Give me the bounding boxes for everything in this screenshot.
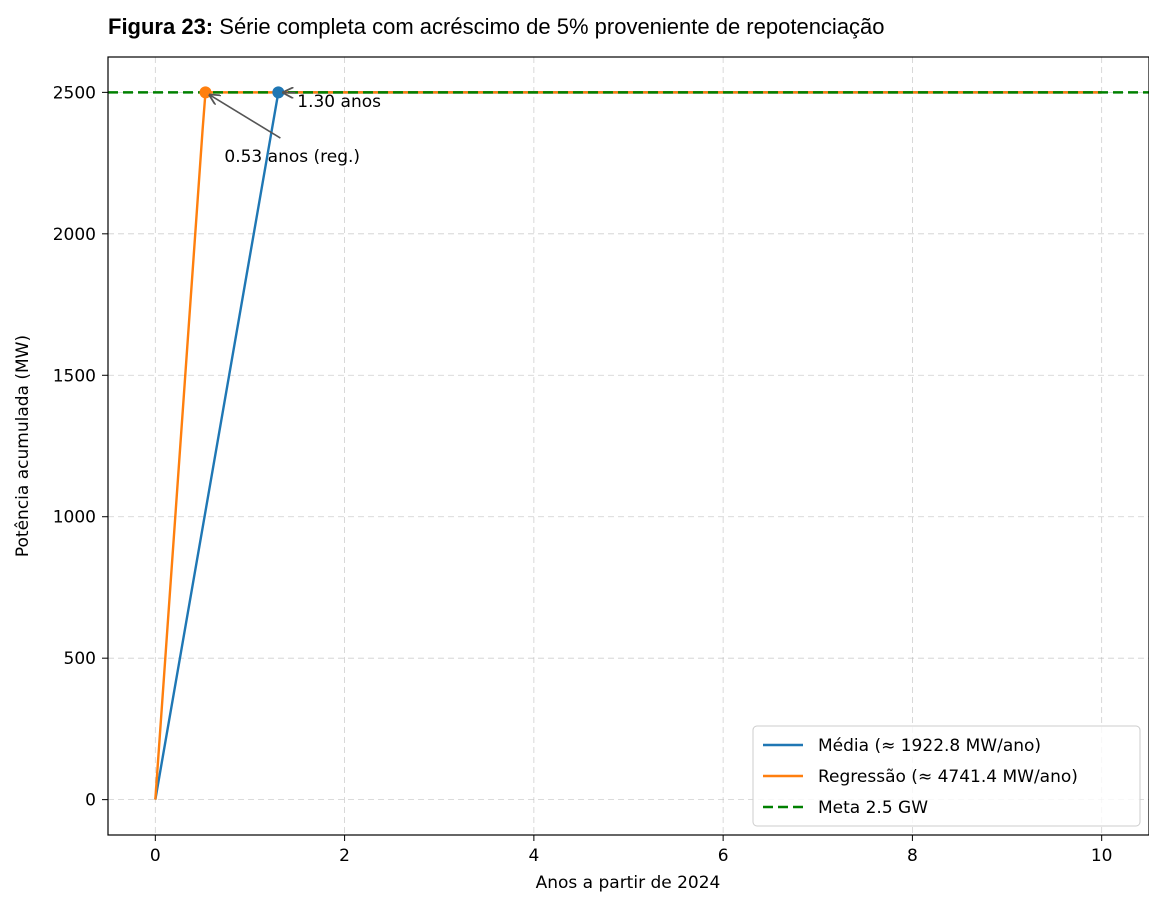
series-lines [108, 91, 1149, 800]
y-tick-label: 2000 [53, 225, 96, 245]
data-marker-1 [199, 86, 212, 99]
x-axis-label: Anos a partir de 2024 [536, 873, 721, 893]
annotation-arrow-1 [210, 95, 281, 139]
x-tick-label: 10 [1091, 846, 1113, 866]
annotation-label-1: 0.53 anos (reg.) [224, 147, 360, 167]
y-tick-label: 0 [85, 791, 96, 811]
y-axis-label: Potência acumulada (MW) [13, 335, 33, 557]
annotation-label-0: 1.30 anos [297, 92, 381, 112]
y-tick-label: 1000 [53, 508, 96, 528]
figure-caption: Série completa com acréscimo de 5% prove… [219, 14, 885, 39]
x-tick-label: 8 [907, 846, 918, 866]
x-tick-label: 2 [339, 846, 350, 866]
y-tick-label: 1500 [53, 366, 96, 386]
data-marker-0 [272, 86, 285, 99]
annotations: 1.30 anos 0.53 anos (reg.) [210, 92, 381, 167]
legend-entry-2: Meta 2.5 GW [818, 798, 928, 818]
series-line-0 [154, 91, 1102, 800]
legend-entry-0: Média (≈ 1922.8 MW/ano) [818, 736, 1041, 756]
figure-title: Figura 23: Série completa com acréscimo … [108, 14, 1108, 40]
x-tick-label: 6 [718, 846, 729, 866]
series-line-1 [154, 91, 1102, 800]
axis-ticks: 0 2 4 6 8 10 0 500 1000 1500 2000 2500 [53, 83, 1113, 866]
x-tick-label: 4 [528, 846, 539, 866]
x-tick-label: 0 [150, 846, 161, 866]
y-tick-label: 2500 [53, 83, 96, 103]
plot-frame [107, 56, 1149, 836]
y-tick-label: 500 [64, 649, 96, 669]
legend: Média (≈ 1922.8 MW/ano) Regressão (≈ 4741… [752, 725, 1141, 827]
legend-box [752, 725, 1141, 827]
legend-entry-1: Regressão (≈ 4741.4 MW/ano) [818, 767, 1078, 787]
figure-label: Figura 23: [108, 14, 214, 39]
